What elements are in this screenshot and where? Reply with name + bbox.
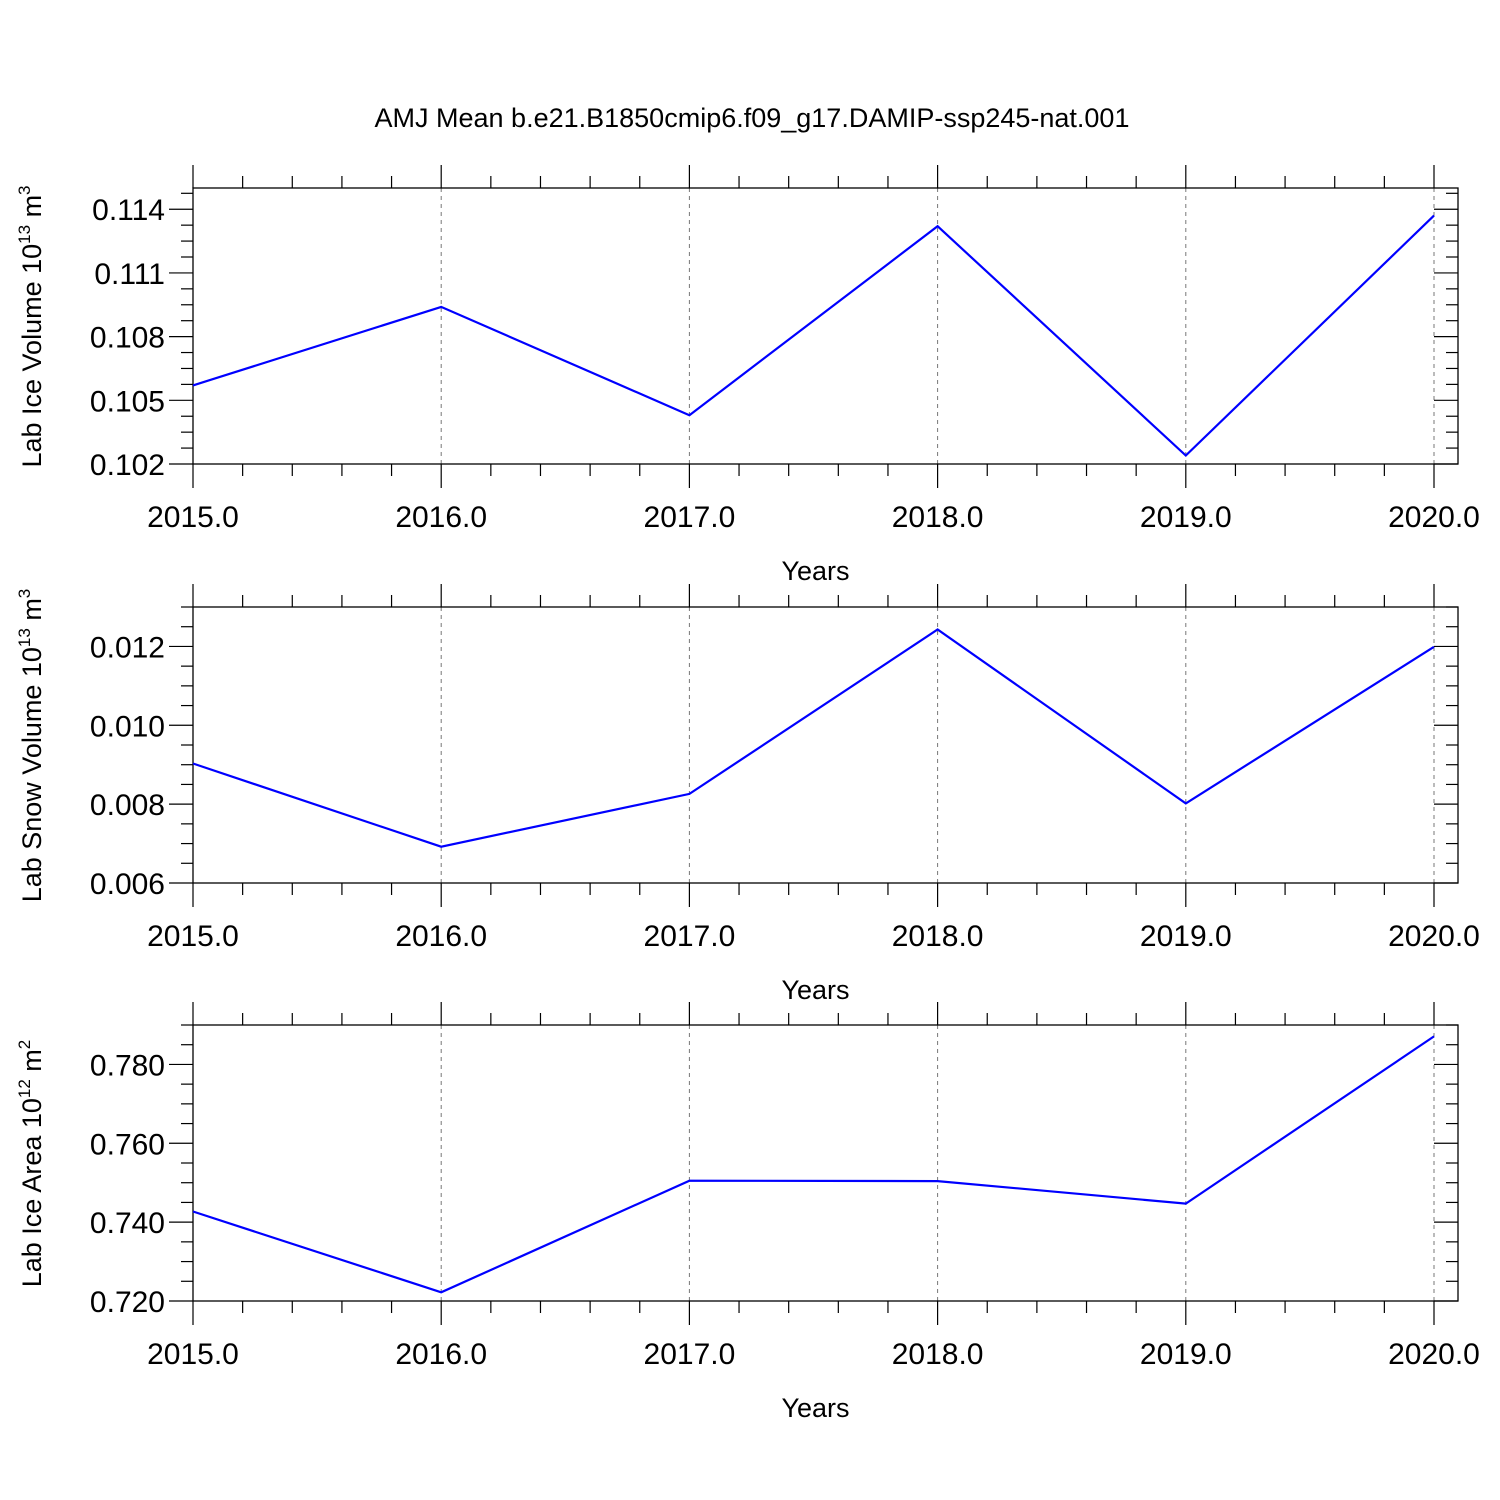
snow-volume-panel: 2015.0 2016.0 2017.0 2018.0 2019.0 2020.0 0.00… <box>15 584 1480 1005</box>
ice-area-panel: 2015.0 2016.0 2017.0 2018.0 2019.0 2020.0 0.72… <box>15 1002 1480 1423</box>
y-axis-title: Lab Snow Volume 1013 m3 <box>15 589 47 903</box>
x-tick-label: 2019.0 <box>1140 1338 1232 1371</box>
x-tick-label: 2017.0 <box>644 1338 736 1371</box>
plot-frame <box>192 1024 1459 1302</box>
x-tick-label: 2018.0 <box>892 920 984 953</box>
y-axis-title: Lab Ice Area 1012 m2 <box>15 1040 47 1288</box>
plot-frame <box>192 187 1459 465</box>
y-axis-title-part: Lab Ice Volume 10 <box>17 244 47 468</box>
x-tick-label: 2016.0 <box>395 501 487 534</box>
x-tick-label: 2015.0 <box>147 501 239 534</box>
x-tick-label: 2015.0 <box>147 1338 239 1371</box>
y-tick-label: 0.111 <box>94 258 165 291</box>
y-tick-label: 0.012 <box>90 631 165 664</box>
series-line <box>192 1035 1435 1294</box>
y-axis-title-superscript: 3 <box>15 589 34 598</box>
x-tick-label: 2019.0 <box>1140 501 1232 534</box>
y-tick-label: 0.780 <box>90 1049 165 1082</box>
series-line <box>192 214 1435 458</box>
y-axis-title-superscript: 2 <box>15 1040 34 1049</box>
x-axis-title: Years <box>781 1393 849 1423</box>
chart-title: AMJ Mean b.e21.B1850cmip6.f09_g17.DAMIP-… <box>375 103 1130 133</box>
x-tick-label: 2016.0 <box>395 920 487 953</box>
y-tick-label: 0.740 <box>90 1207 165 1240</box>
y-tick-label: 0.006 <box>90 868 165 901</box>
y-tick-label: 0.114 <box>92 194 165 227</box>
x-tick-label: 2017.0 <box>644 920 736 953</box>
x-tick-label: 2017.0 <box>644 501 736 534</box>
x-tick-label: 2018.0 <box>892 1338 984 1371</box>
y-axis-title-superscript: 12 <box>15 1079 34 1098</box>
x-axis-title: Years <box>781 975 849 1005</box>
y-tick-label: 0.010 <box>90 710 165 743</box>
x-tick-label: 2015.0 <box>147 920 239 953</box>
x-axis-title: Years <box>781 556 849 586</box>
x-tick-label: 2020.0 <box>1388 920 1480 953</box>
y-tick-label: 0.105 <box>90 385 165 418</box>
y-axis-title-part: m <box>17 1049 47 1079</box>
y-axis-title-superscript: 13 <box>15 225 34 244</box>
x-tick-label: 2020.0 <box>1388 1338 1480 1371</box>
ice-volume-panel: 2015.0 2016.0 2017.0 2018.0 2019.0 2020.0 0.10… <box>15 165 1480 586</box>
y-axis-title: Lab Ice Volume 1013 m3 <box>15 185 47 467</box>
y-axis-title-part: m <box>17 195 47 225</box>
y-axis-title-part: Lab Snow Volume 10 <box>17 647 47 902</box>
y-axis-title-superscript: 3 <box>15 185 34 194</box>
plot-frame <box>192 606 1459 884</box>
y-tick-label: 0.720 <box>90 1286 165 1319</box>
x-tick-label: 2020.0 <box>1388 501 1480 534</box>
y-tick-label: 0.108 <box>90 322 165 355</box>
y-tick-label: 0.760 <box>90 1128 165 1161</box>
y-axis-title-part: Lab Ice Area 10 <box>17 1098 47 1287</box>
y-tick-label: 0.008 <box>90 789 165 822</box>
x-tick-label: 2016.0 <box>395 1338 487 1371</box>
x-tick-label: 2018.0 <box>892 501 984 534</box>
x-tick-label: 2019.0 <box>1140 920 1232 953</box>
y-axis-title-superscript: 13 <box>15 628 34 647</box>
y-tick-label: 0.102 <box>90 449 165 482</box>
y-axis-title-part: m <box>17 598 47 628</box>
series-line <box>192 628 1435 848</box>
